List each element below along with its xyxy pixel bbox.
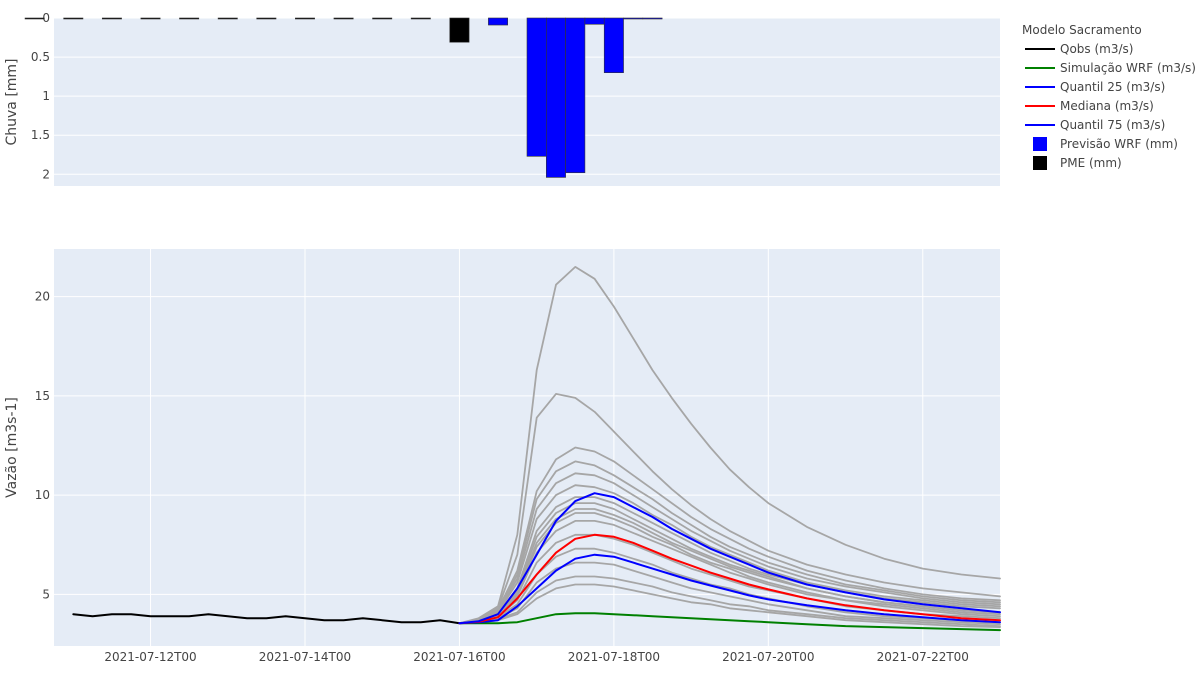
flow-x-tick-label: 2021-07-20T00 [722, 650, 814, 664]
ensemble-member-line [458, 392, 1001, 625]
pme-bar [449, 17, 470, 43]
ensemble-member-line [458, 460, 1001, 625]
legend-item-label: Quantil 25 (m3/s) [1060, 80, 1165, 94]
pme-bar [140, 17, 161, 20]
flow-y-tick-label: 10 [35, 488, 50, 502]
rain-y-tick-label: 2 [42, 167, 50, 181]
wrf-forecast-bar [603, 17, 624, 73]
rain-y-tick-label: 1.5 [31, 128, 50, 142]
pme-bar [256, 17, 277, 20]
rain-y-tick-label: 1 [42, 89, 50, 103]
ensemble-member-line [458, 583, 1001, 628]
quantil-25-line [458, 553, 1001, 625]
legend-item-label: PME (mm) [1060, 156, 1122, 170]
wrf-forecast-bar [584, 17, 605, 25]
pme-bar [410, 17, 431, 20]
flow-x-tick-label: 2021-07-18T00 [568, 650, 660, 664]
flow-y-tick-label: 15 [35, 389, 50, 403]
legend-item-label: Previsão WRF (mm) [1060, 137, 1178, 151]
pme-bar [372, 17, 393, 20]
pme-bar [179, 17, 200, 20]
ensemble-member-line [458, 446, 1001, 625]
wrf-forecast-bar [488, 17, 508, 26]
legend-square-swatch [1033, 156, 1047, 170]
ensemble-member-line [458, 472, 1001, 625]
pme-bar [63, 17, 84, 20]
discharge-panel: 5 10 15 20 2021-07-12T00 2021-07-14T00 2021-07… [4, 249, 1001, 664]
ensemble-member-line [458, 547, 1001, 625]
rain-y-axis-title: Chuva [mm] [4, 58, 20, 145]
ensemble-member-line [458, 484, 1001, 625]
pme-bar [217, 17, 238, 20]
legend-square-swatch [1033, 137, 1047, 151]
ensemble-member-line [458, 575, 1001, 627]
flow-x-tick-label: 2021-07-22T00 [877, 650, 969, 664]
rain-y-tick-label: 0 [42, 11, 50, 25]
ensemble-member-line [458, 502, 1001, 625]
legend-item-label: Qobs (m3/s) [1060, 42, 1133, 56]
pme-bar [295, 17, 315, 20]
quantil-75-line [458, 492, 1001, 625]
flow-x-tick-label: 2021-07-16T00 [413, 650, 505, 664]
wrf-forecast-bar [565, 17, 586, 174]
legend-item-label: Simulação WRF (m3/s) [1060, 61, 1196, 75]
ensemble-member-line [458, 561, 1001, 626]
flow-y-tick-label: 5 [42, 587, 50, 601]
flow-x-tick-label: 2021-07-14T00 [259, 650, 351, 664]
pme-bar [333, 17, 354, 20]
legend-item-label: Quantil 75 (m3/s) [1060, 118, 1165, 132]
legend-item-label: Mediana (m3/s) [1060, 99, 1154, 113]
rain-y-tick-label: 0.5 [31, 50, 50, 64]
wrf-forecast-bar [623, 17, 644, 20]
flow-y-tick-label: 20 [35, 290, 50, 304]
ensemble-member-line [458, 265, 1001, 625]
legend-title: Modelo Sacramento [1022, 23, 1142, 37]
wrf-forecast-bar [526, 17, 547, 157]
wrf-forecast-bar [642, 17, 663, 20]
ensemble-member-line [458, 512, 1001, 625]
flow-y-axis-title: Vazão [m3s-1] [4, 397, 20, 498]
flow-x-tick-label: 2021-07-12T00 [104, 650, 196, 664]
pme-bar [24, 17, 45, 20]
rainfall-panel: 0 0.5 1 1.5 2 Chuva [mm] [4, 11, 1000, 186]
wrf-forecast-bar [546, 17, 566, 178]
pme-bar [101, 17, 122, 20]
simula-o-wrf-line [458, 612, 1001, 632]
mediana-line [458, 533, 1001, 625]
legend: Modelo Sacramento Qobs (m3/s) Simulação WR… [1022, 23, 1196, 170]
qobs-line [72, 613, 461, 625]
